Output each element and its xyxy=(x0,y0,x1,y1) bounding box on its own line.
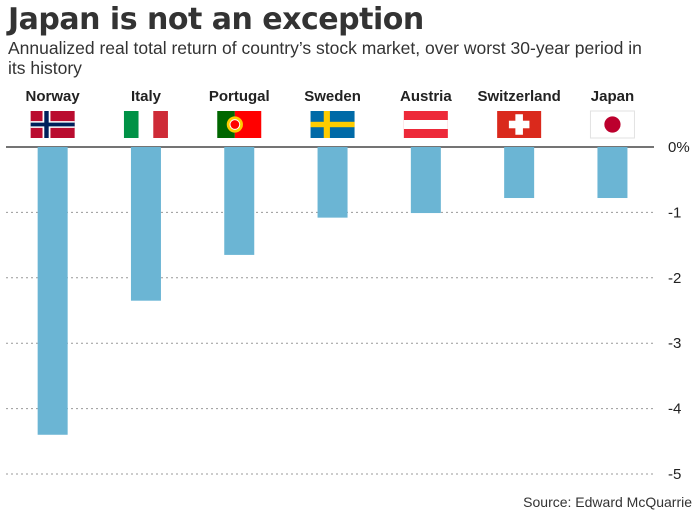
sweden-flag-icon xyxy=(310,111,355,138)
austria-flag-icon xyxy=(403,111,448,138)
portugal-flag-icon xyxy=(217,111,262,138)
norway-flag-icon xyxy=(30,111,75,138)
y-tick-label: 0% xyxy=(668,139,690,156)
chart-subtitle: Annualized real total return of country’… xyxy=(8,38,642,78)
category-label: Portugal xyxy=(209,88,270,105)
bar-italy xyxy=(130,147,161,301)
source-note: Source: Edward McQuarrie xyxy=(523,494,692,510)
italy-flag-icon xyxy=(123,111,168,138)
category-label: Austria xyxy=(400,88,452,105)
bar-switzerland xyxy=(504,147,535,199)
bar-norway xyxy=(37,147,68,435)
category-label: Norway xyxy=(26,88,81,105)
chart-title: Japan is not an exception xyxy=(8,2,424,37)
bar-sweden xyxy=(317,147,348,218)
bar-japan xyxy=(597,147,628,199)
category-label: Italy xyxy=(131,88,162,105)
y-tick-label: -2 xyxy=(668,270,681,287)
y-tick-label: -1 xyxy=(668,204,681,221)
category-label: Sweden xyxy=(304,88,361,105)
japan-flag-icon xyxy=(589,110,635,139)
bar-portugal xyxy=(224,147,255,255)
y-tick-label: -5 xyxy=(668,466,681,483)
y-tick-label: -4 xyxy=(668,401,681,418)
y-tick-label: -3 xyxy=(668,335,681,352)
category-label: Switzerland xyxy=(477,88,560,105)
switzerland-flag-icon xyxy=(497,111,542,138)
category-label: Japan xyxy=(591,88,634,105)
bar-austria xyxy=(410,147,441,214)
